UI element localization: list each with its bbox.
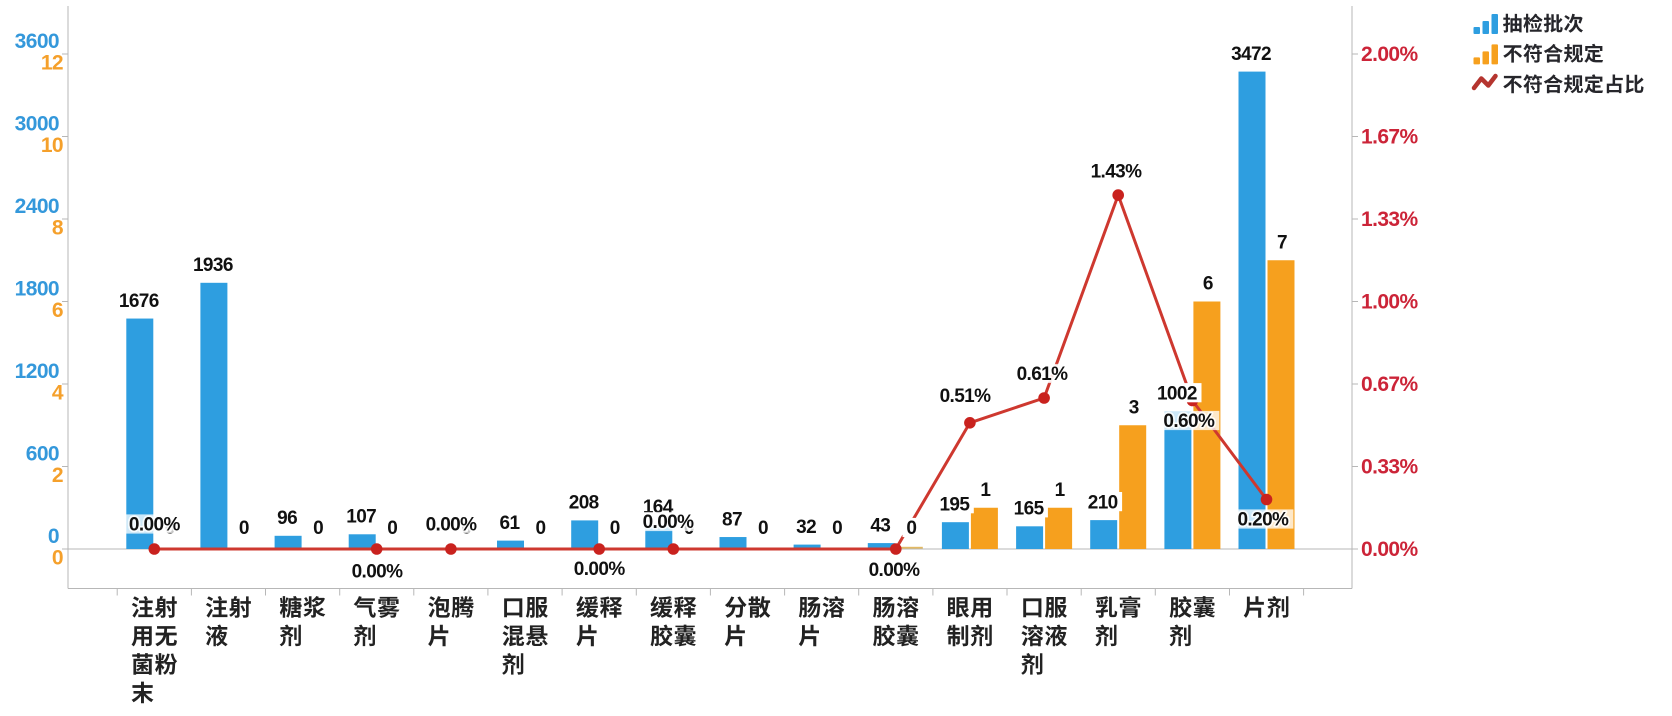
svg-text:6: 6	[52, 299, 63, 322]
svg-text:1.43%: 1.43%	[1091, 162, 1143, 183]
svg-text:32: 32	[796, 517, 816, 538]
svg-text:1676: 1676	[119, 291, 159, 312]
svg-text:3472: 3472	[1231, 44, 1271, 65]
svg-text:208: 208	[569, 493, 599, 514]
svg-text:107: 107	[346, 507, 376, 528]
svg-text:195: 195	[939, 494, 970, 515]
svg-text:6: 6	[1203, 274, 1213, 295]
svg-text:1: 1	[980, 480, 991, 501]
svg-text:0.67%: 0.67%	[1361, 373, 1418, 396]
svg-text:3600: 3600	[15, 30, 59, 53]
svg-text:0.61%: 0.61%	[1017, 364, 1069, 385]
svg-text:43: 43	[870, 515, 890, 536]
svg-text:0.20%: 0.20%	[1237, 510, 1289, 531]
svg-text:0.00%: 0.00%	[426, 515, 478, 536]
svg-text:0.33%: 0.33%	[1361, 455, 1418, 478]
svg-text:0.60%: 0.60%	[1163, 411, 1215, 432]
svg-text:1002: 1002	[1157, 384, 1197, 405]
svg-text:0.00%: 0.00%	[869, 560, 921, 581]
svg-text:0.00%: 0.00%	[574, 559, 626, 580]
svg-text:1.67%: 1.67%	[1361, 125, 1418, 148]
svg-text:2: 2	[52, 464, 63, 487]
svg-text:1.33%: 1.33%	[1361, 208, 1418, 231]
svg-text:1.00%: 1.00%	[1361, 290, 1418, 313]
svg-text:3000: 3000	[15, 112, 59, 135]
svg-text:0: 0	[387, 518, 397, 539]
svg-text:0.00%: 0.00%	[352, 562, 404, 583]
svg-text:87: 87	[722, 509, 742, 530]
svg-text:0: 0	[610, 518, 620, 539]
svg-text:2.00%: 2.00%	[1361, 43, 1418, 66]
svg-text:12: 12	[41, 52, 63, 75]
svg-text:0.51%: 0.51%	[940, 386, 992, 407]
svg-text:1936: 1936	[193, 255, 233, 276]
svg-text:0.00%: 0.00%	[1361, 538, 1418, 561]
svg-text:0.00%: 0.00%	[574, 559, 626, 580]
svg-text:0: 0	[48, 525, 59, 548]
svg-text:0: 0	[906, 518, 916, 539]
svg-text:0.51%: 0.51%	[940, 386, 992, 407]
svg-text:0: 0	[832, 518, 842, 539]
svg-text:0.00%: 0.00%	[426, 515, 478, 536]
svg-text:600: 600	[26, 442, 59, 465]
svg-text:0.61%: 0.61%	[1017, 364, 1069, 385]
svg-text:0.60%: 0.60%	[1163, 411, 1215, 432]
svg-text:3: 3	[1129, 398, 1139, 419]
svg-text:0.00%: 0.00%	[643, 512, 695, 533]
svg-text:0.00%: 0.00%	[869, 560, 921, 581]
svg-text:1: 1	[1055, 480, 1066, 501]
svg-text:4: 4	[52, 382, 64, 405]
svg-text:0: 0	[52, 547, 63, 570]
svg-text:61: 61	[500, 513, 521, 534]
svg-text:0: 0	[313, 518, 323, 539]
svg-text:210: 210	[1088, 492, 1118, 513]
svg-text:0: 0	[536, 518, 546, 539]
svg-text:0: 0	[758, 518, 768, 539]
svg-text:165: 165	[1014, 499, 1045, 520]
svg-text:1800: 1800	[15, 277, 59, 300]
svg-text:96: 96	[277, 508, 297, 529]
svg-text:0.00%: 0.00%	[643, 512, 695, 533]
svg-text:0.00%: 0.00%	[352, 562, 404, 583]
svg-text:10: 10	[41, 134, 63, 157]
svg-text:8: 8	[52, 217, 64, 240]
svg-text:1200: 1200	[15, 360, 59, 383]
svg-text:1.43%: 1.43%	[1091, 162, 1143, 183]
svg-text:0: 0	[239, 518, 249, 539]
svg-text:7: 7	[1277, 233, 1287, 254]
svg-text:0.00%: 0.00%	[129, 515, 181, 536]
svg-text:0.00%: 0.00%	[129, 515, 181, 536]
svg-text:2400: 2400	[15, 195, 59, 218]
svg-text:0.20%: 0.20%	[1237, 510, 1289, 531]
